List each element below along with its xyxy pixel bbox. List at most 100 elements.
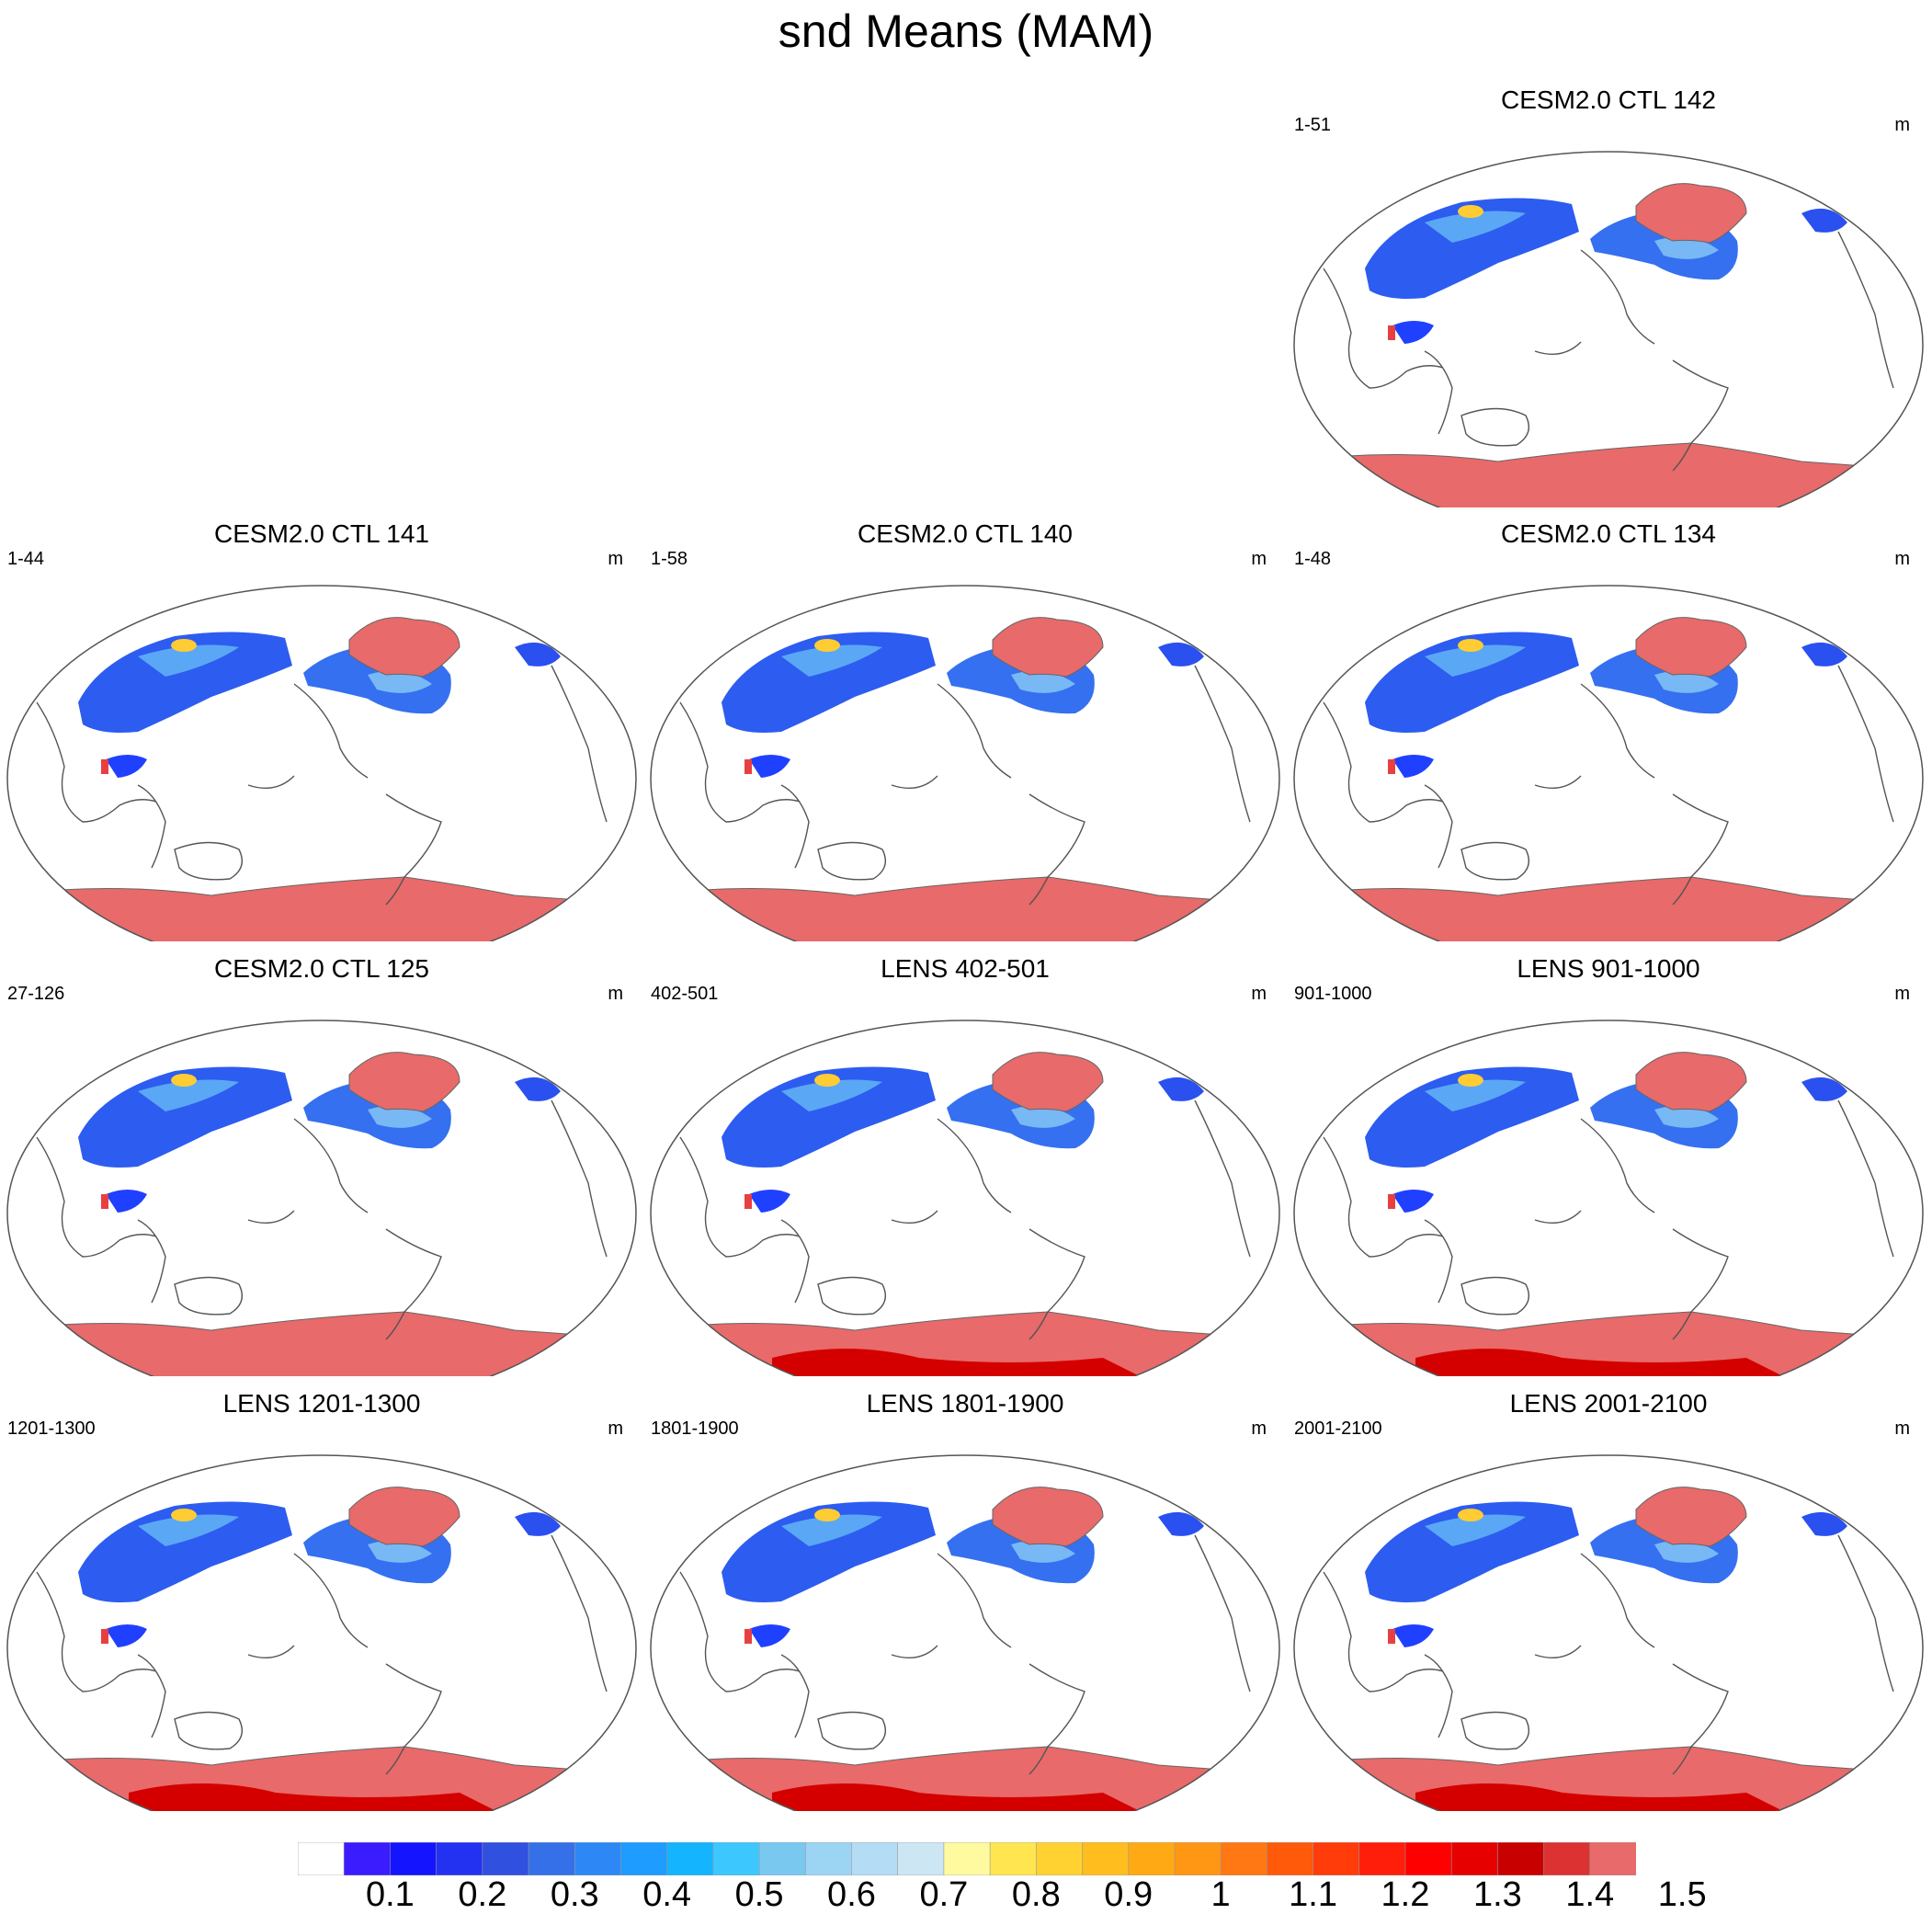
coastline-2 xyxy=(137,784,166,869)
map-panel: LENS 901-1000 901-1000 m xyxy=(1287,953,1930,1376)
colorbar-tick-label: 0.3 xyxy=(550,1875,599,1914)
tibet-snow-patch xyxy=(1392,1624,1434,1647)
antarctica-ice-cover xyxy=(7,1311,636,1376)
antarctica-deep-snow xyxy=(772,1349,1158,1376)
antarctica-deep-snow xyxy=(772,1783,1158,1811)
tibet-snow-patch xyxy=(1392,755,1434,778)
panel-units: m xyxy=(1251,1418,1267,1439)
eurasia-snow-cover xyxy=(722,632,936,733)
colorbar-box xyxy=(574,1842,622,1875)
panel-year-range: 1-51 xyxy=(1294,115,1332,135)
siberia-snow-peak xyxy=(1458,639,1483,652)
scandinavia-snow-patch xyxy=(1158,1511,1204,1536)
colorbar-tick-label: 1.1 xyxy=(1289,1875,1337,1914)
coastline-3 xyxy=(817,1276,886,1316)
greenland-ice-cover xyxy=(992,1052,1104,1112)
siberia-snow-peak xyxy=(1458,1509,1483,1521)
north-america-snow-light xyxy=(368,1105,432,1128)
colorbar-tick-label: 1.5 xyxy=(1657,1875,1707,1914)
coastline-6 xyxy=(1837,1099,1894,1258)
colorbar-box xyxy=(1313,1842,1360,1875)
north-america-snow-light xyxy=(368,1540,432,1563)
coastline-7 xyxy=(247,1645,295,1658)
siberia-snow-peak xyxy=(171,639,197,652)
north-america-snow-light xyxy=(368,670,432,693)
coastline-4 xyxy=(293,1553,369,1648)
colorbar-box xyxy=(897,1842,945,1875)
antarctica-ice-cover xyxy=(1294,442,1923,507)
scandinavia-snow-patch xyxy=(1158,642,1204,666)
eurasia-snow-cover xyxy=(722,1501,936,1602)
coastline-7 xyxy=(1534,775,1582,789)
eurasia-snow-light xyxy=(781,644,882,677)
colorbar-box xyxy=(436,1842,483,1875)
greenland-ice-cover xyxy=(992,617,1104,678)
coastline-4 xyxy=(1580,249,1655,345)
map-outline xyxy=(6,585,637,941)
colorbar-box xyxy=(943,1842,991,1875)
coastline-3 xyxy=(1460,841,1529,881)
greenland-ice-cover xyxy=(348,1487,460,1547)
eurasia-snow-cover xyxy=(1365,198,1579,299)
scandinavia-snow-patch xyxy=(1801,1077,1847,1101)
colorbar-box xyxy=(390,1842,438,1875)
siberia-snow-peak xyxy=(1458,205,1483,218)
coastline-3 xyxy=(1460,1276,1529,1316)
colorbar-box xyxy=(1220,1842,1268,1875)
coastline-3 xyxy=(174,1276,243,1316)
tibet-snow-patch xyxy=(1392,1190,1434,1213)
coastline-6 xyxy=(1837,665,1894,823)
map-outline xyxy=(1293,151,1924,507)
siberia-snow-peak xyxy=(171,1074,197,1087)
coastline-7 xyxy=(891,1645,938,1658)
map-outline xyxy=(6,1020,637,1376)
colorbar-box xyxy=(1174,1842,1222,1875)
panel-title: CESM2.0 CTL 141 xyxy=(214,519,429,548)
colorbar-tick-label: 0.8 xyxy=(1011,1875,1061,1914)
north-america-snow-light xyxy=(1654,236,1719,259)
world-map xyxy=(1293,1454,1924,1811)
coastline-6 xyxy=(1837,1534,1894,1692)
panel-year-range: 901-1000 xyxy=(1294,984,1372,1004)
coastline-3 xyxy=(1460,407,1529,447)
coastline-7 xyxy=(247,775,295,789)
panel-title: LENS 1801-1900 xyxy=(866,1389,1064,1418)
map-outline xyxy=(1293,1454,1924,1811)
coastline-3 xyxy=(174,841,243,881)
world-map xyxy=(1293,1020,1924,1376)
coastline-6 xyxy=(551,665,608,823)
coastline-5 xyxy=(1029,793,1085,906)
coastline-5 xyxy=(1672,359,1729,472)
antarctica-ice-cover xyxy=(7,876,636,941)
colorbar-tick-label: 0.4 xyxy=(642,1875,692,1914)
coastline-6 xyxy=(1194,665,1251,823)
greenland-ice-cover xyxy=(348,617,460,678)
scandinavia-snow-patch xyxy=(1801,642,1847,666)
panel-title: CESM2.0 CTL 134 xyxy=(1501,519,1716,548)
siberia-snow-peak xyxy=(814,1074,840,1087)
colorbar-box xyxy=(343,1842,392,1875)
coastline-7 xyxy=(891,1210,938,1224)
coastline-2 xyxy=(137,1219,166,1304)
colorbar-tick-label: 0.1 xyxy=(365,1875,415,1914)
colorbar-box xyxy=(1450,1842,1499,1875)
panel-year-range: 1201-1300 xyxy=(7,1418,96,1439)
map-panel: CESM2.0 CTL 140 1-58 m xyxy=(643,518,1287,941)
coastline-2 xyxy=(1424,1654,1453,1738)
world-map xyxy=(6,1454,637,1811)
coastline-4 xyxy=(937,683,1012,779)
antarctica-deep-snow xyxy=(129,1783,515,1811)
eurasia-snow-cover xyxy=(78,1066,292,1168)
eurasia-snow-light xyxy=(138,1079,239,1111)
colorbar xyxy=(298,1842,1636,1875)
coastline-1 xyxy=(36,1136,157,1258)
eurasia-snow-cover xyxy=(1365,1066,1579,1168)
panel-title: CESM2.0 CTL 125 xyxy=(214,954,429,983)
colorbar-box xyxy=(712,1842,760,1875)
colorbar-box xyxy=(298,1842,346,1875)
coastline-3 xyxy=(1460,1711,1529,1750)
coastline-7 xyxy=(1534,341,1582,355)
coastline-1 xyxy=(1323,1136,1444,1258)
siberia-snow-peak xyxy=(171,1509,197,1521)
eurasia-snow-cover xyxy=(722,1066,936,1168)
